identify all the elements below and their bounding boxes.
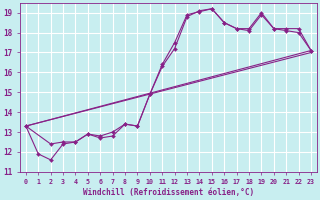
X-axis label: Windchill (Refroidissement éolien,°C): Windchill (Refroidissement éolien,°C)	[83, 188, 254, 197]
